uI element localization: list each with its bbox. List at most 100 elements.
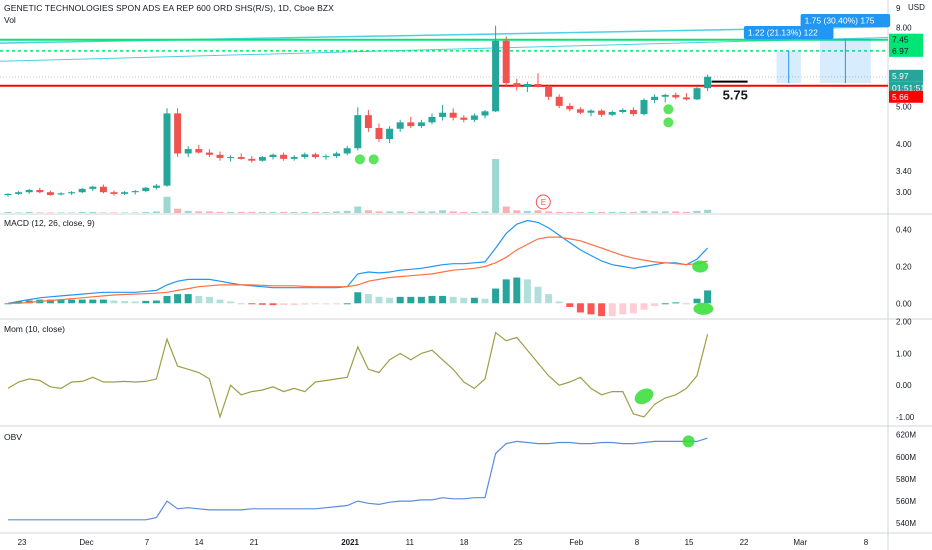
x-tick-label-10: 8 (635, 538, 640, 547)
macd-histogram-bar (142, 300, 150, 304)
candle-body (364, 115, 372, 128)
candle-body (248, 158, 256, 161)
chart-title: GENETIC TECHNOLOGIES SPON ADS EA REP 600… (4, 3, 334, 13)
macd-histogram-bar (555, 301, 563, 304)
macd-line (7, 219, 709, 304)
macd-histogram-bar (174, 294, 182, 304)
mom-tick-label-1: 1.00 (896, 349, 912, 358)
tag-green-a-bg (889, 33, 923, 46)
candle-body (502, 40, 510, 84)
volume-bar (57, 212, 65, 213)
tag-timer: 01:51:51 (892, 83, 925, 93)
candle-body (216, 154, 224, 158)
macd-histogram-bar (110, 300, 118, 304)
volume-bar (4, 211, 12, 213)
volume-bar (534, 210, 542, 213)
volume-bar (333, 211, 341, 213)
volume-bar (470, 211, 478, 213)
macd-highlight-1 (693, 302, 714, 315)
macd-histogram-bar (311, 303, 319, 305)
candle-body (15, 192, 23, 194)
volume-bar (15, 212, 23, 213)
macd-histogram-bar (566, 303, 574, 307)
x-tick-label-5: 2021 (341, 538, 359, 547)
price-highlight-1 (368, 154, 379, 165)
macd-tick-label-1: 0.20 (896, 263, 912, 272)
obv-tick-label-2: 580M (896, 475, 916, 484)
volume-bar (682, 211, 690, 213)
candle-body (301, 154, 309, 158)
obv-line (8, 437, 708, 521)
candle-body (237, 157, 245, 159)
candle-body (449, 112, 457, 118)
macd-histogram-bar (322, 303, 330, 305)
volume-bar (269, 211, 277, 213)
candle-body (598, 110, 606, 115)
volume-bar (322, 211, 330, 213)
volume-bar (280, 211, 288, 213)
candle-body (57, 193, 65, 195)
x-tick-label-1: Dec (79, 538, 93, 547)
volume-bar (205, 211, 213, 213)
volume-bar (184, 210, 192, 213)
volume-bar (131, 212, 139, 213)
macd-histogram-bar (290, 303, 298, 306)
macd-histogram-bar (640, 303, 648, 310)
volume-bar (598, 211, 606, 213)
x-tick-label-12: 22 (740, 538, 749, 547)
macd-panel-label: MACD (12, 26, close, 9) (4, 218, 95, 228)
macd-histogram-bar (68, 299, 76, 304)
macd-histogram-bar (57, 299, 65, 304)
volume-bar (396, 211, 404, 213)
macd-histogram-bar (121, 301, 129, 304)
volume-bar (693, 210, 701, 213)
tag-green-b: 6.97 (892, 46, 909, 56)
candle-body (343, 148, 351, 154)
macd-histogram-bar (513, 277, 521, 304)
mom-tick-label-3: -1.00 (896, 413, 915, 422)
signal-line (8, 236, 708, 304)
tag-last: 5.97 (892, 71, 909, 81)
x-tick-label-8: 25 (514, 538, 523, 547)
candle-body (4, 193, 12, 196)
volume-bar (163, 196, 171, 213)
candle-body (36, 189, 44, 193)
volume-bar (576, 211, 584, 213)
volume-bar (386, 211, 394, 213)
candle-body (121, 192, 129, 194)
macd-histogram-bar (598, 303, 606, 317)
candle-body (576, 109, 584, 113)
x-tick-label-6: 11 (406, 538, 415, 547)
macd-histogram-bar (227, 301, 235, 304)
volume-bar (587, 211, 595, 213)
candle-body (693, 88, 701, 100)
candle-body (184, 149, 192, 154)
candle-body (152, 185, 160, 188)
macd-histogram-bar (481, 298, 489, 304)
candle-body (439, 112, 447, 117)
candle-body (619, 109, 627, 113)
macd-histogram-bar (502, 279, 510, 304)
macd-histogram-bar (205, 296, 213, 304)
candle-body (513, 83, 521, 87)
volume-bar (555, 211, 563, 213)
macd-histogram-bar (237, 303, 245, 305)
candle-body (142, 187, 150, 192)
mom-tick-label-2: 0.00 (896, 381, 912, 390)
macd-histogram-bar (248, 303, 256, 305)
measure-label-1: 1.75 (30.40%) 175 (805, 16, 875, 26)
volume-bar (492, 159, 500, 213)
earnings-marker (535, 194, 551, 210)
volume-bar (36, 212, 44, 213)
macd-histogram-bar (439, 295, 447, 304)
macd-histogram-bar (333, 303, 341, 305)
volume-bar (237, 211, 245, 213)
mom-highlight (634, 388, 654, 405)
price-tick-label-3: 4.00 (896, 140, 912, 149)
macd-histogram-bar (216, 299, 224, 304)
x-tick-label-14: 8 (864, 538, 869, 547)
macd-histogram-bar (343, 303, 351, 305)
candle-body (110, 192, 118, 194)
macd-histogram-bar (693, 298, 701, 304)
